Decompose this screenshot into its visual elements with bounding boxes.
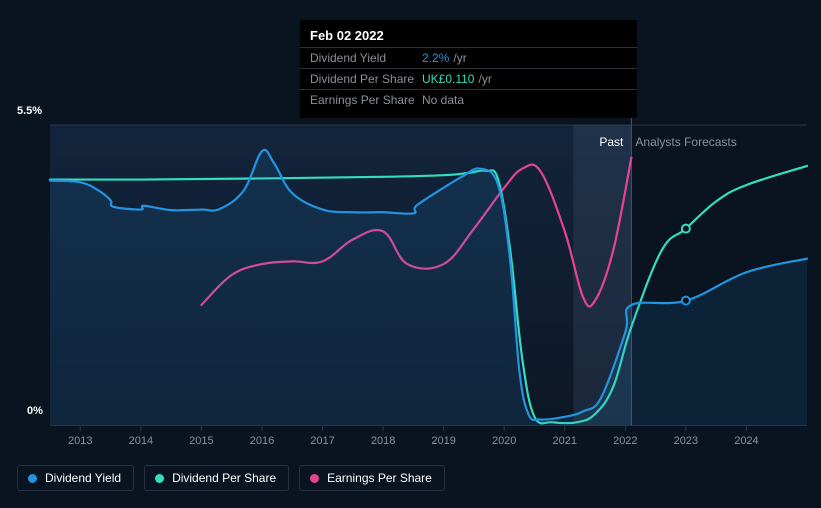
x-axis-label: 2018 (371, 435, 395, 447)
chart-legend: Dividend Yield Dividend Per Share Earnings… (17, 465, 445, 491)
tooltip-metric-unit: /yr (478, 72, 491, 86)
tooltip-metric-value: UK£0.110 (422, 72, 474, 86)
past-future-label: Past Analysts Forecasts (599, 135, 736, 149)
tooltip-metric-value: No data (422, 93, 464, 107)
tooltip-row: Dividend Per ShareUK£0.110/yr (300, 68, 637, 89)
x-axis-label: 2019 (431, 435, 455, 447)
x-axis-label: 2022 (613, 435, 637, 447)
legend-label: Dividend Yield (45, 471, 121, 485)
legend-dot-icon (155, 474, 164, 483)
legend-item[interactable]: Earnings Per Share (299, 465, 445, 491)
tooltip-metric-label: Earnings Per Share (310, 93, 422, 107)
tooltip-row: Dividend Yield2.2% /yr (300, 47, 637, 68)
legend-dot-icon (310, 474, 319, 483)
legend-item[interactable]: Dividend Yield (17, 465, 134, 491)
tooltip-metric-label: Dividend Per Share (310, 72, 422, 86)
tooltip-metric-value: 2.2% (422, 51, 449, 65)
dividend-chart: 5.5% 0% 20132014201520162017201820192020… (17, 105, 807, 445)
legend-item[interactable]: Dividend Per Share (144, 465, 289, 491)
x-axis-label: 2017 (310, 435, 334, 447)
y-axis-min: 0% (27, 405, 43, 417)
past-label: Past (599, 135, 623, 149)
y-axis-max: 5.5% (17, 105, 42, 117)
x-axis-label: 2016 (250, 435, 274, 447)
x-axis-label: 2014 (129, 435, 153, 447)
tooltip-metric-label: Dividend Yield (310, 51, 422, 65)
x-axis-label: 2015 (189, 435, 213, 447)
legend-label: Earnings Per Share (327, 471, 432, 485)
x-axis-label: 2023 (674, 435, 698, 447)
chart-tooltip: Feb 02 2022 Dividend Yield2.2%/yrDividen… (300, 20, 637, 118)
future-label: Analysts Forecasts (635, 135, 736, 149)
tooltip-date: Feb 02 2022 (300, 26, 637, 47)
tooltip-metric-unit: /yr (453, 51, 466, 65)
plot-area[interactable]: 2013201420152016201720182019202020212022… (50, 125, 807, 425)
x-axis-label: 2021 (553, 435, 577, 447)
legend-dot-icon (28, 474, 37, 483)
x-axis-label: 2020 (492, 435, 516, 447)
x-axis-label: 2024 (734, 435, 758, 447)
tooltip-row: Earnings Per ShareNo data (300, 89, 637, 110)
x-axis-label: 2013 (68, 435, 92, 447)
legend-label: Dividend Per Share (172, 471, 276, 485)
